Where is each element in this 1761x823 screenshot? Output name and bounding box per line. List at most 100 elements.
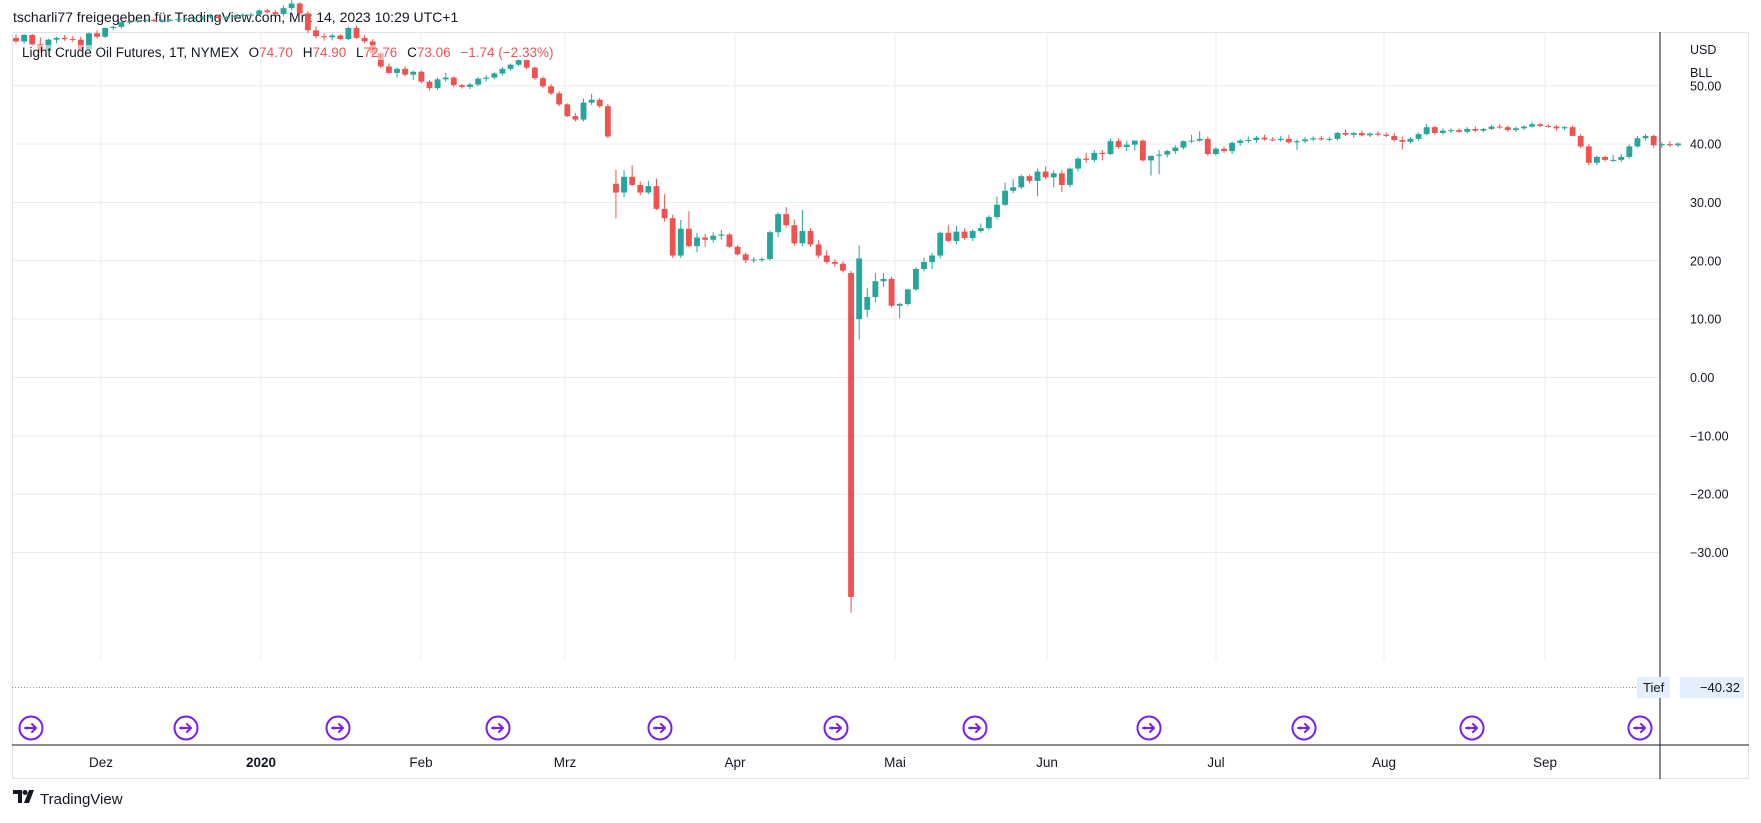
candle-body <box>1302 139 1308 142</box>
y-tick-label: −30.00 <box>1690 546 1729 560</box>
candle-body <box>515 60 522 65</box>
candle-body <box>207 16 214 18</box>
candle-body <box>475 78 482 85</box>
candle-body <box>118 22 125 27</box>
candle-body <box>126 21 133 23</box>
candle-body <box>264 10 271 13</box>
candle-body <box>653 186 660 209</box>
candle-body <box>621 176 627 193</box>
candle-body <box>1431 127 1438 134</box>
candle-body <box>426 81 433 89</box>
dividend-event-icon[interactable] <box>325 715 351 741</box>
candle-body <box>1050 173 1057 178</box>
dividend-event-icon[interactable] <box>1136 715 1162 741</box>
candle-body <box>661 208 668 219</box>
candle-body <box>491 73 498 78</box>
dividend-event-icon[interactable] <box>647 715 673 741</box>
candle-body <box>726 234 733 247</box>
candle-body <box>718 234 725 236</box>
dividend-event-icon[interactable] <box>173 715 199 741</box>
candle-body <box>977 228 984 232</box>
candle-body <box>1342 133 1349 135</box>
candle-body <box>1188 140 1195 142</box>
dividend-event-icon[interactable] <box>823 715 849 741</box>
candle-body <box>929 255 936 262</box>
candle-body <box>677 228 684 256</box>
candle-body <box>1375 133 1381 135</box>
dividend-event-icon[interactable] <box>962 715 988 741</box>
candle-body <box>53 37 60 40</box>
candle-body <box>799 231 806 244</box>
candle-body <box>1285 138 1292 143</box>
candle-body <box>669 218 676 256</box>
candle-body <box>685 228 692 247</box>
legend-close-value: 73.06 <box>416 45 451 60</box>
legend-change-value: −1.74 (−2.33%) <box>460 45 554 60</box>
candle-body <box>848 273 854 597</box>
candle-body <box>1034 171 1041 181</box>
candle-body <box>613 183 619 193</box>
legend-high-value: 74.90 <box>312 45 347 60</box>
dividend-event-icon[interactable] <box>1291 715 1317 741</box>
candle-body <box>580 102 587 120</box>
candle-body <box>734 246 741 255</box>
legend-close-label: C <box>407 45 417 60</box>
candle-body <box>434 79 441 89</box>
candle-body <box>945 232 952 241</box>
dividend-event-icon[interactable] <box>18 715 44 741</box>
candle-body <box>159 20 165 22</box>
candle-body <box>1618 156 1625 160</box>
candle-body <box>450 77 457 86</box>
y-tick-label: 30.00 <box>1690 196 1721 210</box>
chart-frame[interactable] <box>12 32 1749 779</box>
candle-body <box>1504 127 1511 131</box>
candle-body <box>386 66 392 73</box>
candle-body <box>402 68 409 75</box>
candle-body <box>1083 158 1090 160</box>
candle-body <box>142 19 149 21</box>
candle-body <box>467 84 473 87</box>
footer-brand: TradingView <box>40 790 123 808</box>
candle-body <box>1358 133 1365 136</box>
candle-body <box>45 39 52 51</box>
candle-body <box>1537 124 1544 127</box>
x-tick-label: 2020 <box>246 755 276 770</box>
candle-body <box>1139 140 1146 161</box>
candle-body <box>313 30 319 37</box>
candle-body <box>985 217 992 229</box>
candle-body <box>215 16 222 19</box>
candle-body <box>1423 127 1430 135</box>
candle-body <box>1277 138 1284 141</box>
candle-body <box>742 254 749 261</box>
candle-body <box>1383 134 1390 136</box>
legend-low-value: 72.76 <box>363 45 398 60</box>
candle-body <box>1253 137 1260 141</box>
candle-body <box>961 231 968 239</box>
candle-body <box>345 27 352 40</box>
candle-body <box>1545 126 1552 128</box>
candle-body <box>702 237 709 240</box>
price-axis-currency: USD <box>1690 43 1717 57</box>
candle-body <box>856 258 863 320</box>
candle-body <box>1075 158 1081 169</box>
candle-body <box>288 3 295 9</box>
candle-body <box>523 60 530 68</box>
x-tick-label: Dez <box>89 755 113 770</box>
candle-body <box>1269 139 1276 141</box>
x-tick-label: Sep <box>1533 755 1557 770</box>
dividend-event-icon[interactable] <box>1627 715 1653 741</box>
legend-low-label: L <box>356 45 364 60</box>
candle-body <box>1212 148 1219 155</box>
candle-body <box>1496 126 1503 128</box>
candle-body <box>256 10 263 15</box>
dividend-event-icon[interactable] <box>1459 715 1485 741</box>
x-tick-label: Apr <box>724 755 746 770</box>
candle-body <box>410 71 417 75</box>
candle-body <box>556 93 563 105</box>
candle-body <box>831 261 838 264</box>
dividend-event-icon[interactable] <box>485 715 511 741</box>
tradingview-logo[interactable]: TradingView <box>13 790 123 808</box>
candle-body <box>1464 128 1471 132</box>
candle-body <box>1334 133 1341 139</box>
